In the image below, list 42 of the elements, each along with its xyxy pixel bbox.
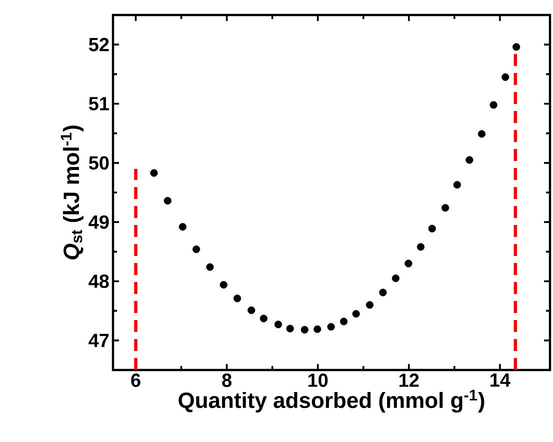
point — [300, 326, 308, 334]
x-tick-label: 12 — [400, 374, 419, 387]
x-tick-label: 6 — [131, 374, 140, 387]
point — [466, 156, 474, 164]
point — [352, 310, 360, 318]
y-tick-label: 47 — [88, 334, 109, 347]
point — [453, 181, 461, 189]
point — [428, 224, 436, 232]
point — [164, 196, 172, 205]
point — [490, 101, 498, 109]
x-axis-title: Quantity adsorbed (mmol g$^{-1}$) — [178, 390, 484, 413]
point — [416, 243, 425, 251]
point — [178, 223, 186, 231]
point — [314, 325, 322, 333]
point — [478, 130, 486, 138]
point — [206, 263, 214, 271]
point — [233, 294, 242, 302]
point — [442, 204, 450, 212]
y-tick-label: 49 — [88, 215, 109, 229]
point — [327, 323, 335, 331]
point — [274, 320, 282, 328]
y-tick-label: 52 — [88, 38, 109, 52]
point — [340, 318, 348, 326]
point — [260, 314, 268, 322]
point — [150, 169, 158, 177]
x-tick-label: 14 — [490, 374, 510, 387]
x-tick-label: 10 — [308, 374, 328, 387]
y-tick-label: 48 — [88, 274, 109, 288]
point — [512, 43, 520, 51]
point — [248, 306, 256, 314]
y-axis-title: Q$_{st}$ (kJ mol$^{-1}$) — [60, 126, 84, 260]
point — [220, 281, 228, 289]
point — [192, 246, 200, 254]
y-tick-label: 51 — [88, 97, 109, 110]
point — [502, 73, 510, 81]
x-tick-label: 8 — [222, 374, 232, 387]
point — [366, 301, 374, 309]
point — [379, 288, 387, 296]
point — [392, 274, 400, 282]
point — [404, 260, 412, 268]
y-tick-label: 50 — [88, 156, 109, 170]
point — [286, 324, 294, 332]
